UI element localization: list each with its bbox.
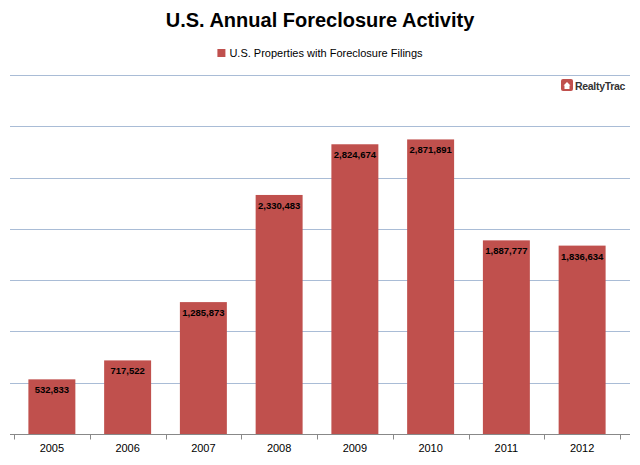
x-tick-label: 2006	[115, 442, 139, 454]
logo-text: RealtyTrac	[575, 80, 626, 92]
x-tick	[90, 435, 91, 440]
grid-line	[10, 331, 630, 332]
data-labels: 532,833 717,522 1,285,873 2,330,483 2,824,67…	[35, 144, 604, 395]
data-label: 1,887,777	[485, 245, 527, 256]
grid-line	[10, 383, 630, 384]
bar	[180, 302, 227, 434]
source-logo: RealtyTrac	[561, 79, 626, 92]
bars	[28, 139, 605, 434]
bar	[256, 195, 303, 434]
x-tick	[14, 435, 15, 440]
legend-label: U.S. Properties with Foreclosure Filings	[229, 47, 423, 59]
x-tick-label: 2010	[418, 442, 442, 454]
bar	[407, 139, 454, 434]
bar	[483, 240, 530, 434]
x-tick	[393, 435, 394, 440]
grid-line	[10, 126, 630, 127]
logo-icon	[561, 79, 573, 91]
legend: U.S. Properties with Foreclosure Filings	[217, 47, 423, 59]
x-tick	[620, 435, 621, 440]
data-label: 1,836,634	[561, 251, 604, 262]
data-label: 2,871,891	[409, 144, 452, 155]
data-label: 2,824,674	[334, 149, 377, 160]
legend-swatch	[217, 49, 225, 57]
bar	[559, 246, 606, 434]
chart-title: U.S. Annual Foreclosure Activity	[166, 9, 475, 31]
grid-line	[10, 178, 630, 179]
x-tick	[166, 435, 167, 440]
bar	[28, 379, 75, 434]
grid-line	[10, 280, 630, 281]
bar	[331, 144, 378, 434]
grid	[10, 76, 630, 384]
x-axis-line	[10, 434, 630, 435]
data-label: 532,833	[35, 384, 69, 395]
chart-container: U.S. Annual Foreclosure Activity U.S. Pro…	[0, 0, 640, 465]
x-tick	[544, 435, 545, 440]
grid-line	[10, 75, 630, 76]
x-tick	[317, 435, 318, 440]
data-label: 1,285,873	[182, 307, 224, 318]
x-tick-label: 2007	[191, 442, 215, 454]
x-tick-label: 2012	[570, 442, 594, 454]
grid-line	[10, 229, 630, 230]
logo-house	[564, 82, 571, 89]
x-axis: 2005 2006 2007 2008 2009 2010 2011 2012	[15, 435, 621, 455]
x-tick	[241, 435, 242, 440]
x-tick	[469, 435, 470, 440]
data-label: 2,330,483	[258, 200, 300, 211]
bar	[104, 360, 151, 434]
x-tick-label: 2009	[343, 442, 367, 454]
x-tick-label: 2008	[267, 442, 291, 454]
chart-svg: U.S. Annual Foreclosure Activity U.S. Pro…	[0, 0, 640, 465]
x-tick-label: 2005	[40, 442, 64, 454]
data-label: 717,522	[110, 365, 144, 376]
x-tick-label: 2011	[495, 442, 519, 454]
